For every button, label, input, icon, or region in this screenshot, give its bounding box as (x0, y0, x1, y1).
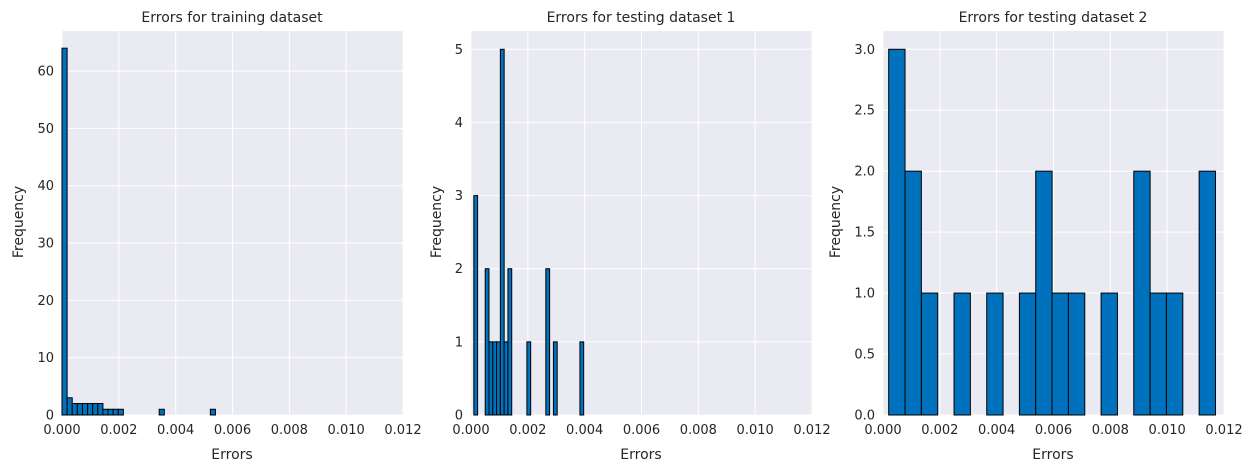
histogram-bar (579, 341, 585, 416)
y-tick-label: 3.0 (854, 43, 875, 58)
histogram-bars (61, 47, 216, 416)
x-tick-label: 0.012 (384, 423, 421, 438)
histogram-bar (76, 403, 83, 416)
panel-training: Errors for training dataset Errors Frequ… (11, 10, 422, 463)
histogram-bar (488, 341, 494, 416)
x-tick-label: 0.004 (978, 423, 1015, 438)
y-tick-label: 40 (37, 179, 54, 194)
histogram-bar (1067, 292, 1086, 416)
histogram-bar (492, 341, 498, 416)
histogram-bar (87, 403, 94, 416)
x-tick-label: 0.006 (623, 423, 660, 438)
histogram-bar (1198, 170, 1216, 416)
x-tick-label: 0.000 (452, 423, 489, 438)
histogram-bar (1165, 292, 1184, 416)
histogram-bar (904, 170, 922, 416)
x-tick-label: 0.010 (737, 423, 774, 438)
histogram-bar (81, 403, 89, 416)
x-tick-label: 0.012 (793, 423, 830, 438)
y-tick-label: 2.5 (854, 104, 875, 119)
x-tick-label: 0.002 (509, 423, 546, 438)
y-tick-label: 4 (455, 116, 463, 131)
y-tick-label: 50 (37, 122, 54, 137)
y-tick-label: 60 (37, 65, 54, 80)
histogram-bar (1018, 292, 1037, 416)
x-tick-label: 0.012 (1205, 423, 1242, 438)
x-tick-label: 0.006 (214, 423, 251, 438)
panel-title: Errors for testing dataset 1 (547, 10, 736, 26)
histogram-bar (1149, 292, 1167, 416)
x-tick-label: 0.004 (157, 423, 194, 438)
histogram-bar (499, 48, 505, 416)
histogram-bar (986, 292, 1004, 416)
histogram-bar (526, 341, 532, 416)
x-tick-label: 0.000 (864, 423, 901, 438)
x-axis-label: Errors (1032, 447, 1073, 463)
x-axis-label: Errors (620, 447, 661, 463)
histogram-bars (888, 48, 1216, 416)
histogram-bar (158, 408, 165, 416)
y-tick-label: 0.0 (854, 409, 875, 424)
histogram-bar (61, 47, 68, 416)
histogram-bars (473, 48, 585, 416)
histogram-bar (112, 408, 119, 416)
x-tick-label: 0.010 (328, 423, 365, 438)
y-tick-label: 0 (455, 409, 463, 424)
histogram-bar (1100, 292, 1118, 416)
panel-testing-2: Errors for testing dataset 2 Errors Freq… (828, 10, 1243, 463)
y-tick-label: 1.0 (854, 287, 875, 302)
y-tick-label: 5 (455, 43, 463, 58)
y-tick-label: 3 (455, 189, 463, 204)
x-tick-label: 0.008 (271, 423, 308, 438)
histogram-bar (71, 403, 78, 416)
x-tick-label: 0.000 (43, 423, 80, 438)
y-tick-label: 20 (37, 294, 54, 309)
histogram-bar (507, 268, 513, 416)
histogram-bar (496, 341, 501, 416)
histogram-bar (503, 341, 509, 416)
histogram-bar (102, 408, 109, 416)
histogram-bar (920, 292, 939, 416)
y-tick-label: 0 (46, 409, 54, 424)
histogram-bar (473, 195, 479, 416)
histogram-bar (209, 408, 216, 416)
histogram-bar (92, 403, 99, 416)
histogram-bar (888, 48, 906, 416)
y-tick-label: 2 (455, 262, 463, 277)
y-axis-label: Frequency (828, 186, 844, 258)
y-tick-label: 2.0 (854, 165, 875, 180)
histogram-bar (953, 292, 971, 416)
panel-testing-1: Errors for testing dataset 1 Errors Freq… (429, 10, 831, 463)
x-tick-label: 0.006 (1035, 423, 1072, 438)
histogram-bar (484, 268, 490, 416)
y-tick-label: 30 (37, 237, 54, 252)
y-axis-label: Frequency (429, 186, 445, 258)
panel-title: Errors for testing dataset 2 (959, 10, 1148, 26)
x-tick-label: 0.002 (921, 423, 958, 438)
panel-title: Errors for training dataset (141, 10, 323, 26)
histogram-bar (117, 408, 124, 416)
x-axis-label: Errors (211, 447, 252, 463)
histogram-bar (1035, 170, 1053, 416)
y-tick-label: 1 (455, 335, 463, 350)
y-tick-label: 0.5 (854, 348, 875, 363)
histogram-bar (552, 341, 558, 416)
x-tick-label: 0.010 (1149, 423, 1186, 438)
histogram-bar (66, 397, 73, 416)
x-tick-label: 0.008 (1092, 423, 1129, 438)
histogram-bar (1051, 292, 1069, 416)
y-axis-label: Frequency (11, 186, 27, 258)
histogram-bar (107, 408, 114, 416)
x-tick-label: 0.002 (100, 423, 137, 438)
histogram-bar (1133, 170, 1151, 416)
histogram-bar (545, 268, 551, 416)
x-tick-label: 0.004 (566, 423, 603, 438)
histogram-bar (97, 403, 104, 416)
y-tick-label: 10 (37, 351, 54, 366)
x-tick-label: 0.008 (680, 423, 717, 438)
y-tick-label: 1.5 (854, 226, 875, 241)
